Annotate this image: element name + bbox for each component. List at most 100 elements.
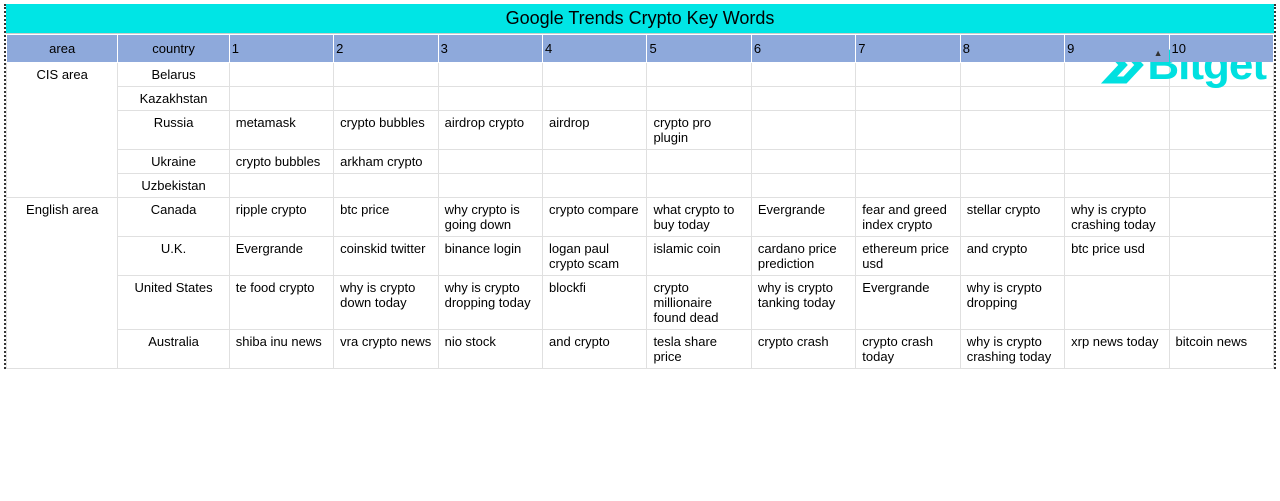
- keyword-cell: [1169, 150, 1273, 174]
- keyword-cell: [856, 150, 960, 174]
- keyword-cell: [229, 174, 333, 198]
- country-cell: United States: [118, 276, 229, 330]
- area-cell: CIS area: [7, 63, 118, 198]
- keyword-cell: [334, 63, 438, 87]
- keyword-cell: vra crypto news: [334, 330, 438, 369]
- keyword-cell: crypto millionaire found dead: [647, 276, 751, 330]
- keyword-cell: [960, 63, 1064, 87]
- table-row: Australiashiba inu newsvra crypto newsni…: [7, 330, 1274, 369]
- keyword-cell: [543, 63, 647, 87]
- keyword-cell: islamic coin: [647, 237, 751, 276]
- table-row: U.K.Evergrandecoinskid twitterbinance lo…: [7, 237, 1274, 276]
- country-cell: Ukraine: [118, 150, 229, 174]
- keyword-cell: why is crypto down today: [334, 276, 438, 330]
- col-header-country[interactable]: country: [118, 35, 229, 63]
- keyword-cell: btc price usd: [1065, 237, 1169, 276]
- keyword-cell: [856, 111, 960, 150]
- keyword-cell: why crypto is going down: [438, 198, 542, 237]
- keyword-cell: [647, 63, 751, 87]
- keyword-cell: nio stock: [438, 330, 542, 369]
- keyword-cell: [856, 87, 960, 111]
- col-header-3[interactable]: 3: [438, 35, 542, 63]
- keyword-cell: te food crypto: [229, 276, 333, 330]
- keyword-cell: [334, 87, 438, 111]
- col-header-1[interactable]: 1: [229, 35, 333, 63]
- keyword-cell: why is crypto crashing today: [960, 330, 1064, 369]
- keyword-cell: Evergrande: [229, 237, 333, 276]
- col-header-9[interactable]: 9▲: [1065, 35, 1169, 63]
- keyword-cell: [1169, 198, 1273, 237]
- keyword-cell: crypto crash today: [856, 330, 960, 369]
- table-header-row: areacountry123456789▲10: [7, 35, 1274, 63]
- keyword-cell: [1065, 276, 1169, 330]
- table-body: CIS areaBelarusKazakhstanRussiametamaskc…: [7, 63, 1274, 369]
- keyword-cell: [1065, 150, 1169, 174]
- col-header-area[interactable]: area: [7, 35, 118, 63]
- keyword-cell: [1169, 63, 1273, 87]
- keyword-cell: fear and greed index crypto: [856, 198, 960, 237]
- keyword-cell: [1169, 276, 1273, 330]
- keyword-cell: metamask: [229, 111, 333, 150]
- keyword-cell: [543, 150, 647, 174]
- keyword-cell: crypto pro plugin: [647, 111, 751, 150]
- keyword-cell: and crypto: [543, 330, 647, 369]
- keyword-cell: binance login: [438, 237, 542, 276]
- table-row: English areaCanadaripple cryptobtc price…: [7, 198, 1274, 237]
- keyword-cell: crypto compare: [543, 198, 647, 237]
- keyword-cell: [1065, 63, 1169, 87]
- table-row: Kazakhstan: [7, 87, 1274, 111]
- col-header-8[interactable]: 8: [960, 35, 1064, 63]
- country-cell: Russia: [118, 111, 229, 150]
- keyword-cell: [751, 63, 855, 87]
- col-header-4[interactable]: 4: [543, 35, 647, 63]
- keyword-cell: blockfi: [543, 276, 647, 330]
- col-header-2[interactable]: 2: [334, 35, 438, 63]
- keyword-cell: airdrop: [543, 111, 647, 150]
- keyword-cell: [1065, 87, 1169, 111]
- keyword-cell: stellar crypto: [960, 198, 1064, 237]
- keyword-cell: [960, 111, 1064, 150]
- area-cell: English area: [7, 198, 118, 369]
- country-cell: Australia: [118, 330, 229, 369]
- keyword-cell: [1169, 111, 1273, 150]
- col-header-7[interactable]: 7: [856, 35, 960, 63]
- keyword-cell: why is crypto tanking today: [751, 276, 855, 330]
- keyword-cell: [856, 174, 960, 198]
- keyword-cell: Evergrande: [856, 276, 960, 330]
- keyword-cell: [1169, 174, 1273, 198]
- keyword-cell: ethereum price usd: [856, 237, 960, 276]
- col-header-10[interactable]: 10: [1169, 35, 1273, 63]
- keyword-cell: [751, 111, 855, 150]
- keyword-cell: cardano price prediction: [751, 237, 855, 276]
- keyword-cell: why is crypto crashing today: [1065, 198, 1169, 237]
- keyword-cell: crypto crash: [751, 330, 855, 369]
- table-row: CIS areaBelarus: [7, 63, 1274, 87]
- keyword-cell: [960, 174, 1064, 198]
- keyword-cell: coinskid twitter: [334, 237, 438, 276]
- col-header-6[interactable]: 6: [751, 35, 855, 63]
- keyword-cell: [1169, 87, 1273, 111]
- keyword-cell: [647, 87, 751, 111]
- keyword-cell: [1169, 237, 1273, 276]
- keyword-cell: crypto bubbles: [229, 150, 333, 174]
- keyword-cell: [856, 63, 960, 87]
- keyword-cell: [543, 174, 647, 198]
- country-cell: U.K.: [118, 237, 229, 276]
- col-header-5[interactable]: 5: [647, 35, 751, 63]
- keyword-cell: bitcoin news: [1169, 330, 1273, 369]
- keyword-cell: [647, 150, 751, 174]
- table-row: Ukrainecrypto bubblesarkham crypto: [7, 150, 1274, 174]
- keyword-cell: [334, 174, 438, 198]
- table-container: Google Trends Crypto Key Words Bitget ar…: [4, 4, 1276, 369]
- keyword-cell: [229, 63, 333, 87]
- keyword-cell: shiba inu news: [229, 330, 333, 369]
- keyword-cell: what crypto to buy today: [647, 198, 751, 237]
- keyword-cell: [1065, 174, 1169, 198]
- keyword-cell: btc price: [334, 198, 438, 237]
- keyword-cell: [647, 174, 751, 198]
- keyword-cell: [751, 174, 855, 198]
- keyword-cell: tesla share price: [647, 330, 751, 369]
- table-row: Uzbekistan: [7, 174, 1274, 198]
- keyword-cell: [438, 174, 542, 198]
- country-cell: Canada: [118, 198, 229, 237]
